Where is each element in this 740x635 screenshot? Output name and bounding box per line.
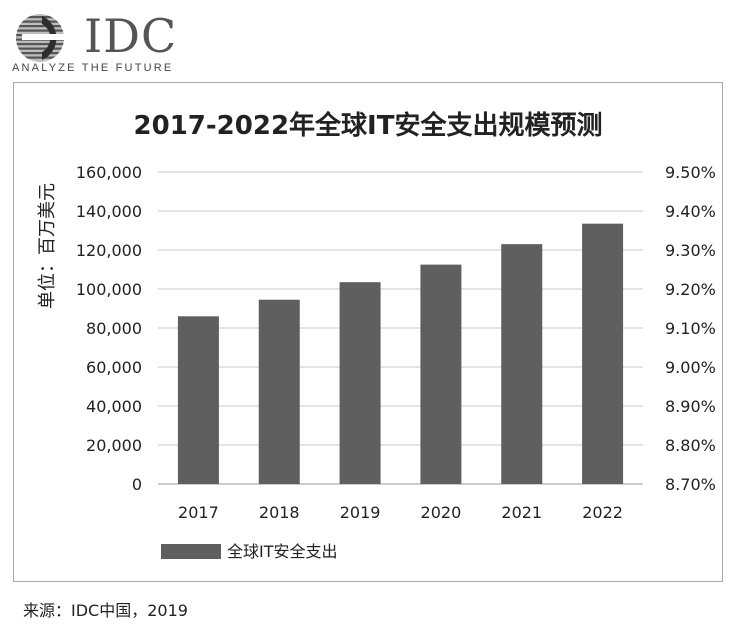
legend-swatch	[161, 544, 221, 559]
y-tick-label: 0	[132, 475, 142, 494]
bar-2019	[339, 282, 381, 484]
globe-logo-icon	[16, 14, 66, 62]
y2-tick-label: 9.20%	[665, 280, 716, 299]
y-axis-label: 单位：百万美元	[37, 183, 58, 309]
bar-2021	[501, 244, 543, 484]
y2-tick-label: 8.90%	[665, 397, 716, 416]
y2-tick-label: 9.50%	[665, 163, 716, 182]
y-tick-label: 140,000	[76, 202, 142, 221]
bars	[177, 223, 624, 485]
y2-tick-label: 9.00%	[665, 358, 716, 377]
bar-2017	[177, 316, 219, 484]
x-tick-label: 2019	[340, 503, 381, 522]
logo-wordmark: IDC	[84, 9, 178, 63]
y2-tick-label: 8.70%	[665, 475, 716, 494]
x-tick-label: 2017	[178, 503, 219, 522]
x-tick-label: 2018	[259, 503, 300, 522]
bar-2022	[582, 223, 624, 485]
y-tick-label: 160,000	[76, 163, 142, 182]
secondary-y-axis-ticks: 8.70% 8.80% 8.90% 9.00% 9.10% 9.20% 9.30% 9.40%…	[665, 163, 716, 494]
bar-2018	[258, 299, 300, 484]
y-tick-label: 80,000	[86, 319, 142, 338]
y-tick-label: 120,000	[76, 241, 142, 260]
x-tick-label: 2020	[421, 503, 462, 522]
legend-label: 全球IT安全支出	[227, 542, 338, 561]
y-tick-label: 100,000	[76, 280, 142, 299]
x-tick-label: 2022	[582, 503, 623, 522]
bar-2020	[420, 264, 462, 484]
idc-logo: IDC ANALYZE THE FUTURE	[10, 8, 190, 78]
legend: 全球IT安全支出	[161, 542, 338, 561]
x-tick-label: 2021	[501, 503, 542, 522]
y2-tick-label: 9.10%	[665, 319, 716, 338]
logo-tagline: ANALYZE THE FUTURE	[12, 62, 174, 74]
x-axis-ticks: 2017 2018 2019 2020 2021 2022	[178, 503, 623, 522]
y2-tick-label: 9.40%	[665, 202, 716, 221]
source-note: 来源：IDC中国，2019	[23, 601, 188, 620]
y-tick-label: 60,000	[86, 358, 142, 377]
chart-title: 2017-2022年全球IT安全支出规模预测	[134, 110, 603, 141]
y-tick-label: 20,000	[86, 436, 142, 455]
gridlines	[158, 171, 643, 485]
y-tick-label: 40,000	[86, 397, 142, 416]
y-axis-ticks: 0 20,000 40,000 60,000 80,000 100,000 120,000 1…	[76, 163, 142, 494]
y2-tick-label: 8.80%	[665, 436, 716, 455]
chart: 2017-2022年全球IT安全支出规模预测 0 20,000 40,000 60,0…	[37, 110, 716, 561]
y2-tick-label: 9.30%	[665, 241, 716, 260]
